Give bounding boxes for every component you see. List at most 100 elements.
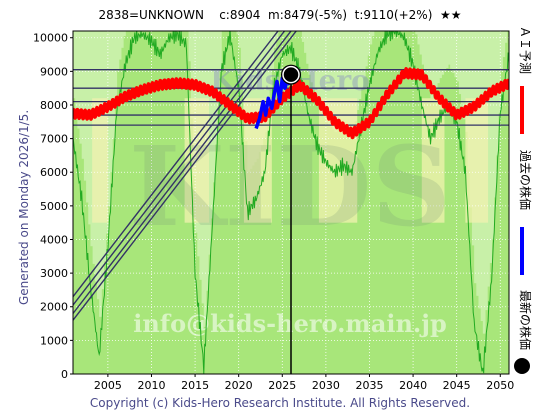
band-upper xyxy=(301,31,305,42)
legend-swatch-past xyxy=(520,227,524,275)
band-upper xyxy=(271,31,275,69)
band-upper xyxy=(360,31,364,89)
band-upper xyxy=(502,31,506,58)
band-upper xyxy=(75,31,78,114)
band-upper xyxy=(262,31,266,139)
past-price-layer xyxy=(254,76,292,130)
plot-area: Kids-Hero KIDS info@kids-hero.main.jp xyxy=(72,30,510,375)
band-upper xyxy=(330,31,333,127)
band-upper xyxy=(114,31,118,105)
band-upper xyxy=(308,31,312,75)
y-tick-label: 4000 xyxy=(40,233,68,246)
band-upper xyxy=(463,31,466,120)
trend-line xyxy=(73,31,286,306)
band-upper xyxy=(256,31,259,159)
band-upper xyxy=(487,31,490,287)
band-upper xyxy=(430,31,434,99)
band-upper xyxy=(219,31,222,69)
band-upper xyxy=(123,31,126,37)
band-upper xyxy=(321,31,325,114)
y-axis: 0 1000 2000 3000 4000 5000 6000 7000 8000 9000 100… xyxy=(33,32,73,381)
band-upper xyxy=(423,31,427,74)
band-upper xyxy=(489,31,493,264)
y-tick-label: 7000 xyxy=(40,133,68,146)
trend-channel-layer xyxy=(73,31,298,321)
current-price-marker-ring xyxy=(282,65,300,84)
band-upper xyxy=(341,31,344,127)
band-upper xyxy=(116,31,120,72)
band-upper xyxy=(365,31,368,67)
band-yellow xyxy=(465,98,489,223)
band-upper xyxy=(304,31,307,53)
x-tick-label: 2015 xyxy=(181,379,209,392)
band-upper xyxy=(212,31,216,183)
band-upper xyxy=(306,31,309,64)
green-series-line xyxy=(73,31,509,374)
x-tick-label: 2005 xyxy=(94,379,122,392)
legend-swatch-latest xyxy=(514,358,530,374)
band-upper xyxy=(354,31,357,121)
band-upper xyxy=(362,31,366,78)
band-upper xyxy=(83,31,87,181)
band-upper xyxy=(120,31,124,48)
band-upper xyxy=(454,31,458,78)
legend-label-past: 過去の株価 xyxy=(518,150,532,211)
band-upper xyxy=(428,31,432,90)
band-upper xyxy=(216,31,220,107)
band-upper xyxy=(334,31,338,132)
band-upper xyxy=(112,31,115,139)
band-upper xyxy=(79,31,83,144)
band-upper xyxy=(349,31,353,131)
band-upper xyxy=(347,31,351,129)
band-upper xyxy=(88,31,91,225)
band-upper xyxy=(317,31,320,105)
y-tick-label: 1000 xyxy=(40,334,68,347)
plot-frame xyxy=(72,30,510,375)
legend-swatch-ai xyxy=(520,86,524,134)
band-upper xyxy=(415,31,418,35)
band-upper xyxy=(275,31,279,40)
band-upper xyxy=(461,31,464,107)
band-upper xyxy=(267,31,270,111)
band-upper xyxy=(273,31,277,48)
band-upper xyxy=(343,31,346,126)
band-upper xyxy=(107,31,111,206)
band-upper xyxy=(439,31,442,79)
x-tick-label: 2035 xyxy=(355,379,383,392)
current-marker-layer xyxy=(281,64,301,374)
x-tick-label: 2020 xyxy=(225,379,253,392)
x-tick-label: 2010 xyxy=(137,379,165,392)
band-upper xyxy=(498,31,501,114)
band-upper xyxy=(236,31,240,35)
band-upper xyxy=(245,31,248,142)
past-price-line xyxy=(254,76,292,130)
band-upper xyxy=(491,31,495,240)
band-upper xyxy=(458,31,462,95)
band-upper xyxy=(421,31,425,65)
y-tick-label: 5000 xyxy=(40,200,68,213)
y-tick-label: 6000 xyxy=(40,166,68,179)
y-tick-label: 2000 xyxy=(40,301,68,314)
band-upper xyxy=(332,31,336,130)
band-upper xyxy=(338,31,342,129)
band-upper xyxy=(465,31,469,132)
band-upper xyxy=(426,31,429,82)
band-upper xyxy=(188,31,192,62)
legend: ＡＩ予測 過去の株価 最新の株価 xyxy=(514,22,544,382)
band-upper xyxy=(310,31,314,83)
band-upper xyxy=(240,31,244,79)
band-upper xyxy=(328,31,331,125)
band-upper xyxy=(443,31,447,72)
band-upper xyxy=(367,31,370,56)
band-upper xyxy=(269,31,272,90)
band-upper xyxy=(450,31,453,69)
band-upper xyxy=(118,31,122,60)
watermark-bottom: info@kids-hero.main.jp xyxy=(133,309,447,338)
band-upper xyxy=(447,31,451,65)
trend-line xyxy=(73,31,292,314)
band-upper xyxy=(336,31,340,131)
band-upper xyxy=(352,31,355,132)
band-yellow xyxy=(421,98,445,223)
band-upper xyxy=(253,31,257,163)
